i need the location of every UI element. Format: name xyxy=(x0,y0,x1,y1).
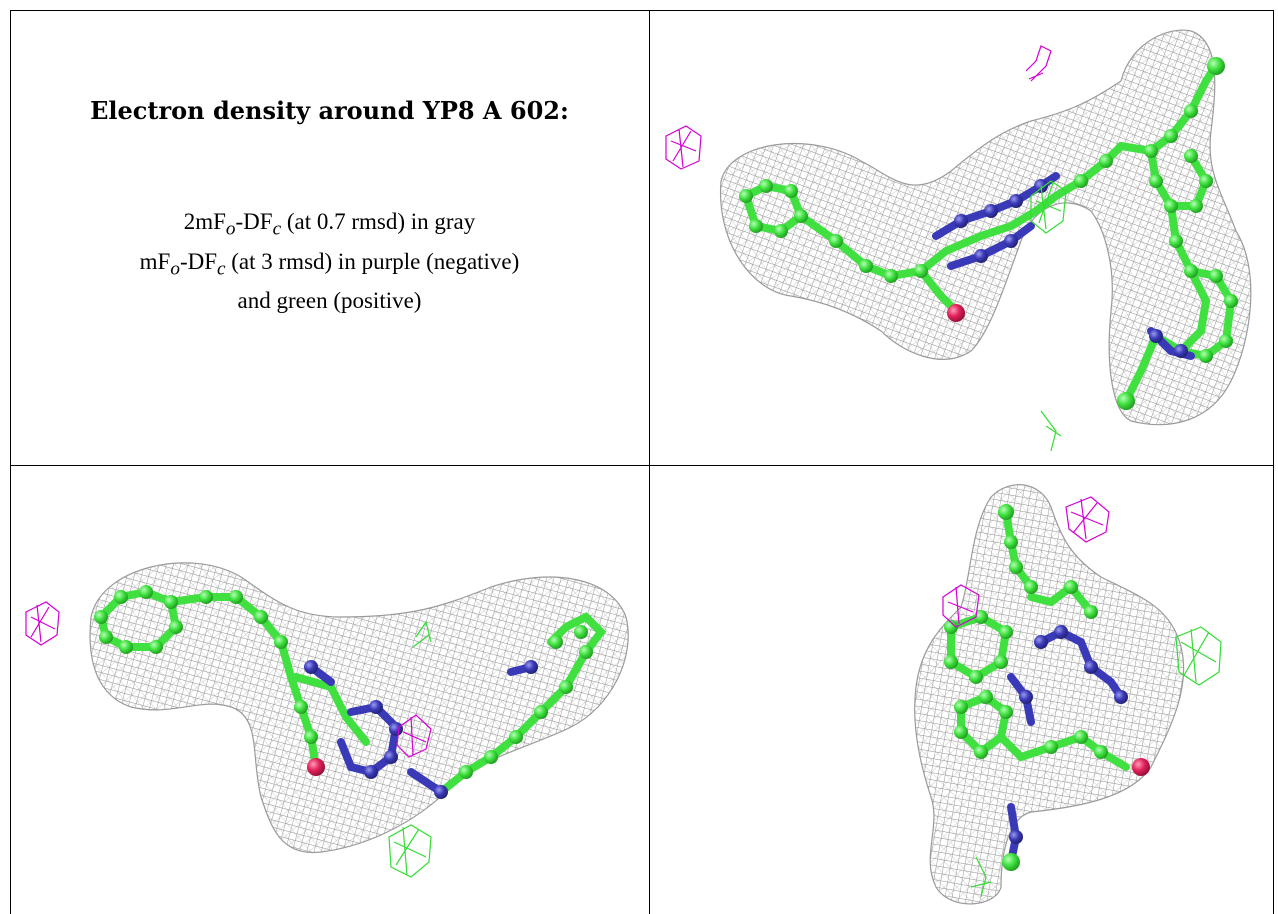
negative-diff-density xyxy=(665,45,1052,170)
positive-diff-density xyxy=(970,626,1222,898)
density-render-2 xyxy=(25,562,629,878)
nitrogen-atoms xyxy=(304,660,538,799)
figure-heading: Electron density around YP8 A 602: xyxy=(90,96,569,125)
negative-diff-density xyxy=(942,496,1110,628)
figure-table xyxy=(10,10,1274,914)
oxygen-atom xyxy=(947,304,965,322)
table-divider-horizontal xyxy=(10,465,1274,466)
carbon-atoms xyxy=(739,57,1238,410)
carbon-atoms xyxy=(944,504,1108,871)
density-view-2 xyxy=(11,467,648,914)
nitrogen-atoms xyxy=(954,179,1188,358)
oxygen-atom xyxy=(1132,758,1150,776)
density-view-1 xyxy=(651,11,1273,464)
positive-diff-density xyxy=(1030,180,1067,452)
legend-line-2fofc: 2mFo-DFc (at 0.7 rmsd) in gray xyxy=(183,209,476,240)
positive-diff-density xyxy=(388,620,432,878)
caption-cell: Electron density around YP8 A 602: 2mFo-… xyxy=(11,11,648,464)
table-divider-vertical xyxy=(649,10,650,914)
negative-diff-density xyxy=(25,601,432,758)
legend-line-colors: and green (positive) xyxy=(237,288,422,314)
ligand-bonds xyxy=(741,62,1236,405)
density-render-3 xyxy=(914,484,1222,905)
density-render-1 xyxy=(665,29,1252,452)
figure-legend: 2mFo-DFc (at 0.7 rmsd) in gray mFo-DFc (… xyxy=(11,206,648,317)
oxygen-atom xyxy=(307,758,325,776)
legend-line-fofc: mFo-DFc (at 3 rmsd) in purple (negative) xyxy=(139,248,520,280)
density-view-3 xyxy=(651,467,1273,914)
nitrogen-atoms xyxy=(1009,625,1128,844)
carbon-atoms xyxy=(94,585,593,779)
